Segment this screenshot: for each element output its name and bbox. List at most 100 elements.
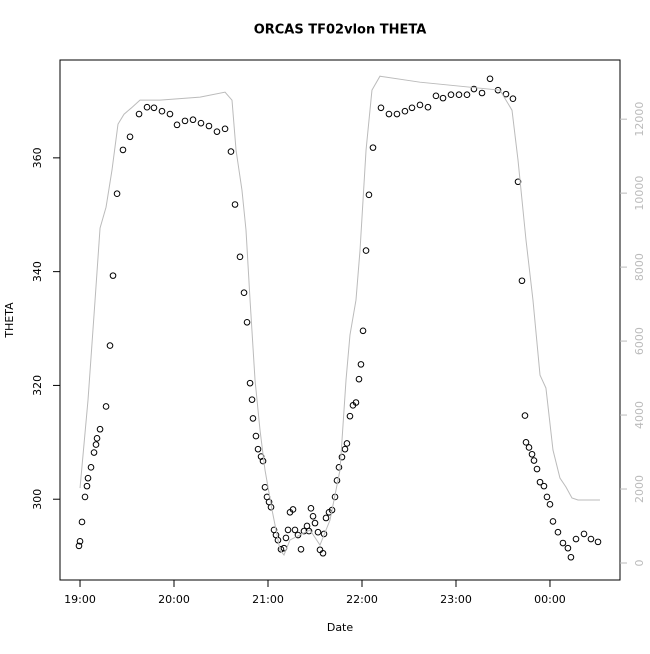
data-point bbox=[377, 104, 385, 112]
data-point bbox=[76, 538, 84, 545]
y2-tick-label: 4000 bbox=[633, 401, 646, 429]
data-point bbox=[518, 277, 526, 285]
data-point bbox=[470, 85, 478, 93]
y2-tick-label: 6000 bbox=[633, 327, 646, 355]
data-point bbox=[424, 103, 432, 111]
data-point bbox=[580, 530, 588, 538]
data-point bbox=[447, 91, 455, 99]
data-point bbox=[166, 110, 174, 118]
data-point bbox=[525, 444, 533, 451]
data-point bbox=[594, 538, 602, 546]
data-point bbox=[135, 110, 143, 118]
y-tick-label: 300 bbox=[31, 489, 44, 510]
data-point bbox=[322, 514, 330, 522]
data-point bbox=[96, 425, 104, 433]
data-point bbox=[173, 121, 181, 129]
data-point bbox=[150, 104, 158, 112]
data-point bbox=[314, 528, 322, 536]
data-point bbox=[246, 379, 254, 387]
data-point bbox=[432, 92, 440, 100]
data-point bbox=[83, 482, 91, 490]
data-point bbox=[587, 535, 595, 543]
data-point bbox=[106, 342, 114, 349]
data-point bbox=[514, 178, 522, 186]
data-point bbox=[87, 464, 95, 471]
x-tick-label: 20:00 bbox=[158, 593, 190, 606]
data-point bbox=[289, 506, 297, 513]
data-point bbox=[528, 450, 536, 458]
data-point bbox=[221, 125, 229, 133]
data-point bbox=[521, 412, 529, 419]
x-tick-label: 00:00 bbox=[534, 593, 566, 606]
data-point bbox=[243, 318, 251, 326]
data-point bbox=[554, 528, 562, 536]
y-tick-label: 360 bbox=[31, 147, 44, 168]
data-point bbox=[536, 478, 544, 486]
data-point bbox=[158, 107, 166, 115]
y-tick-label: 320 bbox=[31, 375, 44, 396]
data-point bbox=[540, 482, 548, 490]
data-point bbox=[549, 518, 557, 525]
y2-tick-label: 12000 bbox=[633, 102, 646, 137]
data-point bbox=[311, 519, 319, 527]
data-point bbox=[231, 201, 239, 208]
plot-frame bbox=[59, 59, 621, 581]
data-point bbox=[213, 128, 221, 135]
data-point bbox=[522, 439, 530, 446]
data-point bbox=[352, 399, 360, 406]
data-point bbox=[559, 539, 567, 547]
data-point bbox=[401, 107, 409, 115]
data-point bbox=[463, 91, 471, 99]
data-point bbox=[546, 501, 554, 508]
data-point bbox=[248, 396, 256, 403]
data-point bbox=[359, 327, 367, 335]
data-point bbox=[533, 465, 541, 473]
data-point bbox=[319, 549, 327, 557]
y2-tick-label: 0 bbox=[633, 559, 646, 566]
data-point bbox=[84, 474, 92, 482]
data-point bbox=[126, 133, 134, 141]
data-point bbox=[227, 148, 235, 155]
data-point bbox=[509, 95, 517, 102]
data-point bbox=[291, 526, 299, 534]
y-tick-label: 340 bbox=[31, 261, 44, 282]
data-point bbox=[102, 403, 110, 410]
data-point bbox=[357, 361, 365, 368]
data-point bbox=[90, 449, 98, 456]
data-point bbox=[189, 116, 197, 124]
data-point bbox=[254, 445, 262, 453]
data-point bbox=[328, 506, 336, 514]
data-point bbox=[385, 110, 393, 118]
data-point bbox=[307, 505, 315, 512]
data-point bbox=[197, 119, 205, 127]
data-point bbox=[369, 144, 377, 151]
data-point bbox=[78, 518, 86, 526]
data-point bbox=[416, 101, 424, 109]
data-point bbox=[92, 441, 100, 448]
data-point bbox=[455, 91, 463, 99]
data-point bbox=[93, 435, 101, 442]
data-point bbox=[343, 440, 351, 447]
data-point bbox=[543, 493, 551, 501]
x-tick-label: 21:00 bbox=[252, 593, 284, 606]
data-point bbox=[572, 535, 580, 543]
data-point bbox=[341, 445, 349, 453]
data-point bbox=[75, 542, 83, 550]
x-axis-label: Date bbox=[327, 621, 354, 634]
data-point bbox=[439, 94, 447, 102]
y2-tick-label: 8000 bbox=[633, 253, 646, 281]
data-point bbox=[564, 544, 572, 552]
data-point bbox=[362, 247, 370, 254]
x-tick-label: 19:00 bbox=[64, 593, 96, 606]
data-point bbox=[393, 110, 401, 118]
data-point bbox=[205, 122, 213, 130]
data-point bbox=[530, 457, 538, 464]
chart-title: ORCAS TF02vlon THETA bbox=[254, 23, 427, 38]
data-point bbox=[282, 534, 290, 542]
data-point bbox=[249, 415, 257, 422]
data-point bbox=[338, 453, 346, 461]
data-point bbox=[297, 545, 305, 553]
x-tick-label: 23:00 bbox=[440, 593, 472, 606]
data-point bbox=[478, 89, 486, 97]
